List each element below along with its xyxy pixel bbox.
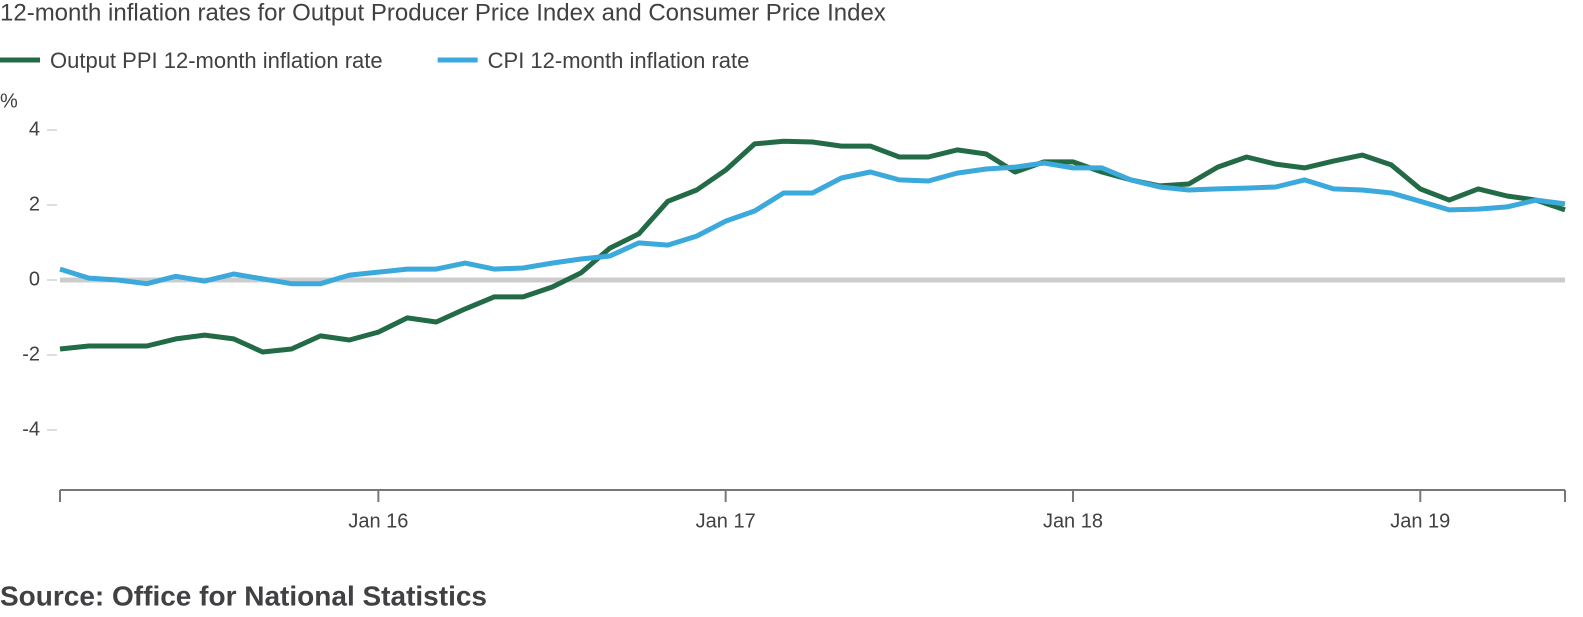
- x-tick-label: Jan 17: [696, 510, 756, 532]
- y-tick-label: -2: [22, 343, 40, 365]
- chart-title: 12-month inflation rates for Output Prod…: [0, 0, 886, 26]
- x-tick-label: Jan 19: [1390, 510, 1450, 532]
- x-tick-label: Jan 16: [348, 510, 408, 532]
- y-tick-label: 0: [29, 268, 40, 290]
- series-line: [59, 138, 1566, 355]
- legend-label: CPI 12-month inflation rate: [488, 48, 750, 73]
- legend-label: Output PPI 12-month inflation rate: [50, 48, 383, 73]
- y-tick-label: 2: [29, 193, 40, 215]
- y-tick-label: 4: [29, 118, 40, 140]
- x-tick-label: Jan 18: [1043, 510, 1103, 532]
- source: Source: Office for National Statistics: [0, 580, 487, 611]
- y-axis-label: %: [0, 90, 18, 112]
- series-line: [59, 160, 1566, 287]
- y-tick-label: -4: [22, 418, 40, 440]
